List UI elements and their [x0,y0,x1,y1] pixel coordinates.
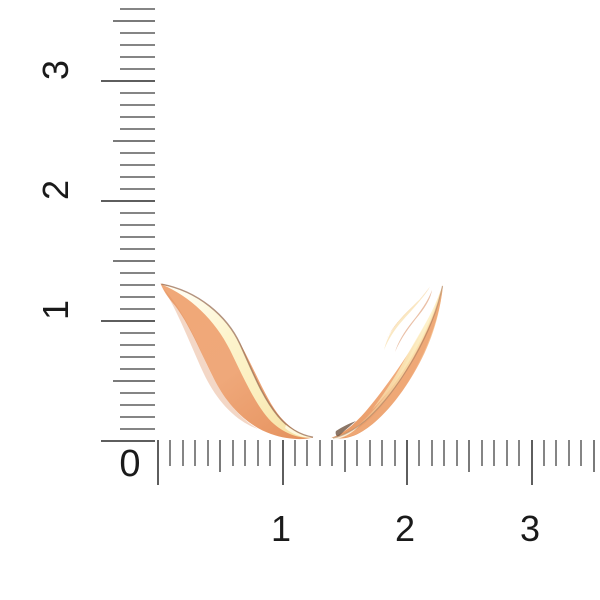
left-earring [160,283,314,440]
left-earring-shade [163,288,258,429]
left-earring-highlight [161,284,313,438]
left-earring-tip-glint [285,425,312,438]
horizontal-ruler-label-2: 2 [394,508,416,549]
right-earring-outer-lobe [331,285,443,439]
ruler-origin-label: 0 [119,443,141,485]
right-earring-fork-notch [395,290,432,352]
right-earring-body [331,284,443,439]
right-earring-prong [385,286,430,342]
horizontal-ruler-label-1: 1 [270,508,292,549]
right-earring [331,284,444,439]
right-earring-tip-detail [335,421,356,437]
right-earring-edge-line [332,285,444,439]
right-earring-highlight [336,289,441,437]
horizontal-ruler-label-3: 3 [519,508,541,549]
right-earring-prong-inner [384,288,430,350]
left-earring-edge-line [161,283,314,439]
